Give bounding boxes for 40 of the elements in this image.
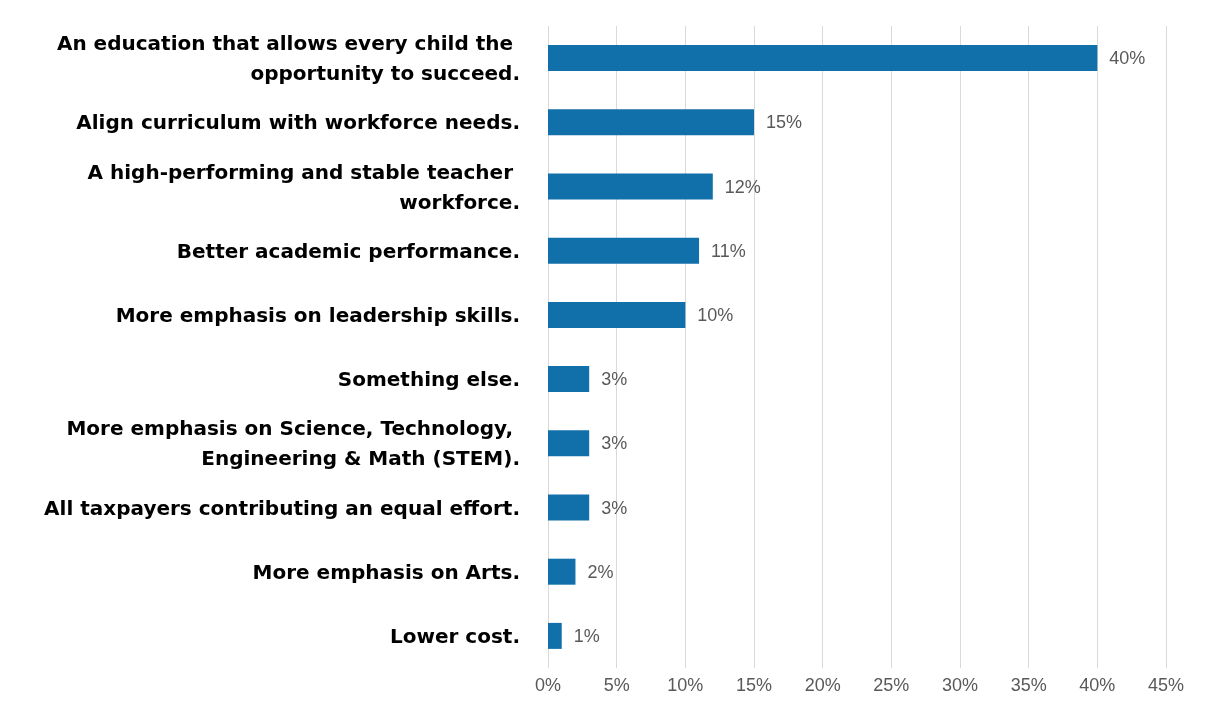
y-tick-label: Better academic performance. — [176, 238, 520, 263]
x-tick-label: 30% — [941, 675, 979, 695]
bar — [548, 366, 590, 393]
bar — [548, 622, 562, 649]
data-label: 12% — [724, 176, 761, 197]
bar — [548, 109, 754, 136]
x-tick-label: 20% — [804, 675, 841, 695]
data-label: 11% — [711, 240, 746, 261]
x-tick-label: 25% — [873, 675, 910, 695]
bar — [548, 494, 590, 521]
y-tick-label: Align curriculum with workforce needs. — [76, 110, 520, 135]
x-tick-label: 10% — [667, 675, 704, 695]
bar — [548, 430, 590, 457]
y-tick-label: Lower cost. — [389, 623, 520, 648]
x-tick-label: 15% — [735, 675, 773, 695]
bar — [548, 558, 576, 585]
data-label: 3% — [601, 497, 628, 518]
x-tick-label: 5% — [603, 675, 630, 695]
x-tick-label: 40% — [1079, 675, 1116, 695]
y-tick-label: More emphasis on leadership skills. — [115, 302, 520, 327]
y-tick-label: All taxpayers contributing an equal effort. — [44, 495, 520, 520]
data-label: 10% — [697, 304, 734, 325]
x-tick-label: 35% — [1010, 675, 1047, 695]
data-label: 2% — [587, 561, 614, 582]
bar — [548, 301, 686, 328]
x-tick-label: 45% — [1147, 675, 1185, 695]
data-label: 15% — [766, 112, 803, 133]
data-label: 40% — [1109, 48, 1146, 69]
y-tick-label: More emphasis on Arts. — [252, 559, 520, 584]
bar — [548, 45, 1098, 72]
bar — [548, 173, 713, 200]
data-label: 1% — [573, 625, 600, 646]
x-tick-label: 0% — [534, 675, 562, 695]
data-label: 3% — [601, 433, 628, 454]
y-tick-label: A high-performing and stable teacher workforce. — [87, 159, 520, 214]
data-label: 3% — [601, 369, 628, 390]
bar — [548, 237, 700, 264]
y-tick-label: Something else. — [337, 367, 520, 392]
y-tick-label: More emphasis on Science, Technology, Engineering & Math (STEM). — [66, 416, 520, 471]
y-tick-label: An education that allows every child the opportunity to succeed. — [56, 31, 520, 86]
